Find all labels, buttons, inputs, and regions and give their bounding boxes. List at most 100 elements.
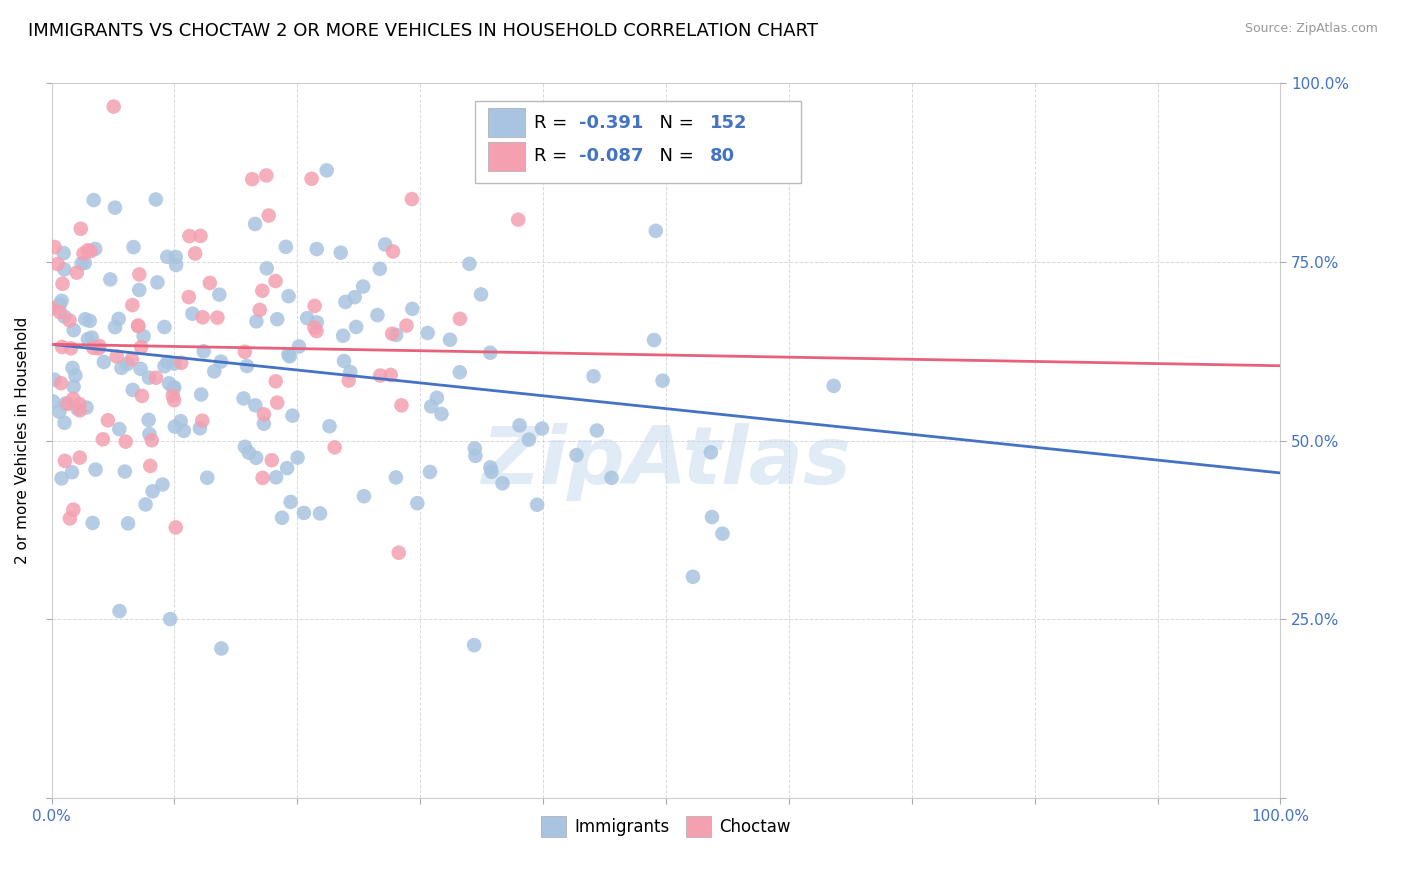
- Point: [309, 507, 332, 521]
- Point: [463, 638, 485, 652]
- Point: [145, 370, 167, 384]
- Point: [162, 381, 184, 395]
- Point: [127, 318, 149, 333]
- Point: [163, 419, 186, 434]
- Point: [509, 418, 531, 433]
- Point: [127, 319, 149, 334]
- Point: [233, 344, 256, 359]
- Point: [191, 414, 214, 428]
- Point: [256, 261, 278, 276]
- Point: [464, 442, 486, 456]
- Point: [374, 237, 396, 252]
- Y-axis label: 2 or more Vehicles in Household: 2 or more Vehicles in Household: [15, 318, 30, 565]
- Point: [391, 398, 413, 412]
- Point: [53, 262, 76, 277]
- Point: [464, 449, 486, 463]
- Point: [401, 192, 423, 206]
- Point: [337, 374, 360, 388]
- Point: [305, 242, 328, 256]
- Point: [51, 340, 73, 354]
- Point: [108, 604, 131, 618]
- Point: [236, 359, 259, 373]
- Point: [141, 434, 163, 448]
- Point: [277, 289, 299, 303]
- Point: [266, 395, 288, 409]
- Legend: Immigrants, Choctaw: Immigrants, Choctaw: [534, 810, 797, 844]
- Point: [401, 301, 423, 316]
- Point: [600, 471, 623, 485]
- Point: [153, 320, 176, 334]
- Point: [249, 302, 271, 317]
- Point: [77, 332, 100, 346]
- Point: [66, 401, 89, 416]
- Point: [292, 506, 315, 520]
- Point: [75, 312, 97, 326]
- Point: [381, 326, 404, 341]
- Point: [121, 298, 143, 312]
- Point: [426, 391, 449, 405]
- Point: [202, 364, 225, 378]
- FancyBboxPatch shape: [488, 142, 524, 170]
- Point: [449, 365, 471, 379]
- Point: [380, 368, 402, 382]
- Point: [142, 484, 165, 499]
- Point: [318, 419, 340, 434]
- Point: [481, 465, 503, 479]
- Point: [252, 471, 274, 485]
- Point: [177, 290, 200, 304]
- Point: [385, 327, 408, 342]
- Point: [301, 171, 323, 186]
- Point: [93, 355, 115, 369]
- Text: 80: 80: [710, 147, 735, 165]
- Point: [42, 394, 65, 409]
- Point: [288, 339, 311, 353]
- Point: [264, 470, 287, 484]
- Point: [117, 516, 139, 531]
- Point: [353, 489, 375, 503]
- Point: [103, 99, 125, 113]
- Text: -0.391: -0.391: [579, 114, 643, 132]
- Point: [276, 461, 298, 475]
- Point: [51, 471, 73, 485]
- Point: [191, 310, 214, 325]
- Point: [198, 276, 221, 290]
- Point: [700, 445, 723, 459]
- Point: [335, 294, 357, 309]
- Point: [254, 169, 277, 183]
- Point: [651, 374, 673, 388]
- Point: [97, 413, 120, 427]
- Point: [419, 465, 441, 479]
- Point: [48, 405, 70, 419]
- Point: [491, 476, 513, 491]
- Point: [53, 416, 76, 430]
- Text: IMMIGRANTS VS CHOCTAW 2 OR MORE VEHICLES IN HOUSEHOLD CORRELATION CHART: IMMIGRANTS VS CHOCTAW 2 OR MORE VEHICLES…: [28, 22, 818, 40]
- Text: 152: 152: [710, 114, 748, 132]
- Point: [41, 301, 63, 315]
- Point: [711, 526, 734, 541]
- Point: [188, 421, 211, 435]
- Point: [49, 305, 72, 319]
- Point: [682, 570, 704, 584]
- Point: [146, 276, 169, 290]
- Point: [145, 193, 167, 207]
- Point: [240, 172, 263, 186]
- Point: [305, 315, 328, 329]
- Point: [44, 373, 66, 387]
- Point: [184, 246, 207, 260]
- Point: [344, 320, 367, 334]
- Point: [114, 465, 136, 479]
- Point: [700, 510, 723, 524]
- Point: [73, 256, 96, 270]
- Point: [315, 163, 337, 178]
- Point: [105, 350, 128, 364]
- Point: [439, 333, 461, 347]
- Point: [508, 212, 530, 227]
- Point: [304, 320, 326, 334]
- Point: [162, 389, 184, 403]
- Point: [416, 326, 439, 340]
- Point: [366, 308, 388, 322]
- Point: [295, 311, 318, 326]
- Point: [449, 311, 471, 326]
- Point: [208, 287, 231, 301]
- Point: [128, 283, 150, 297]
